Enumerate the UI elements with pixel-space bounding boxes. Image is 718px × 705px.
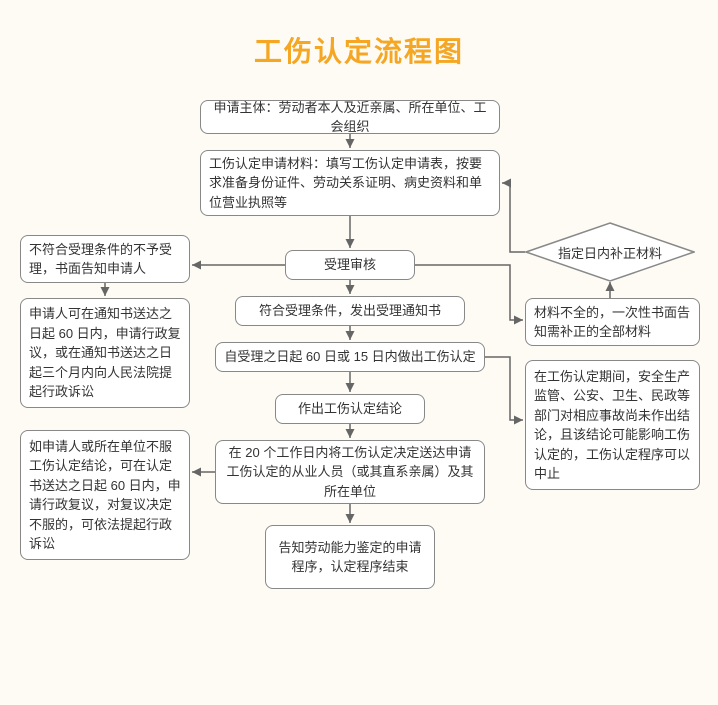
page-title: 工伤认定流程图: [0, 30, 718, 70]
node-accept: 符合受理条件，发出受理通知书: [235, 296, 465, 326]
node-right-incomplete: 材料不全的，一次性书面告知需补正的全部材料: [525, 298, 700, 346]
node-reject: 不符合受理条件的不予受理，书面告知申请人: [20, 235, 190, 283]
node-right-suspend: 在工伤认定期间，安全生产监管、公安、卫生、民政等部门对相应事故尚未作出结论，且该…: [525, 360, 700, 490]
diamond-label: 指定日内补正材料: [525, 222, 695, 282]
node-diamond-supplement: 指定日内补正材料: [525, 222, 695, 282]
node-end: 告知劳动能力鉴定的申请程序，认定程序结束: [265, 525, 435, 589]
node-deliver: 在 20 个工作日内将工伤认定决定送达申请工伤认定的从业人员（或其直系亲属）及其…: [215, 440, 485, 504]
node-review: 受理审核: [285, 250, 415, 280]
node-applicant: 申请主体：劳动者本人及近亲属、所在单位、工会组织: [200, 100, 500, 134]
node-conclusion: 作出工伤认定结论: [275, 394, 425, 424]
node-left-appeal1: 申请人可在通知书送达之日起 60 日内，申请行政复议，或在通知书送达之日起三个月…: [20, 298, 190, 408]
node-materials: 工伤认定申请材料：填写工伤认定申请表，按要求准备身份证件、劳动关系证明、病史资料…: [200, 150, 500, 216]
node-period: 自受理之日起 60 日或 15 日内做出工伤认定: [215, 342, 485, 372]
node-left-appeal2: 如申请人或所在单位不服工伤认定结论，可在认定书送达之日起 60 日内，申请行政复…: [20, 430, 190, 560]
